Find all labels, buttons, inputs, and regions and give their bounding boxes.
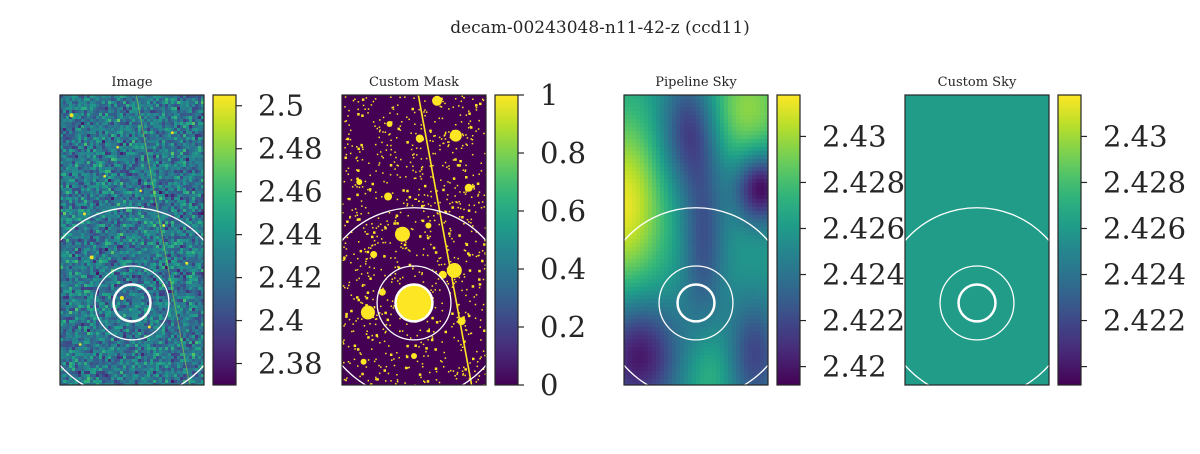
panel-image [319, 95, 509, 398]
colorbar-tick-label: 2.43 [1103, 119, 1168, 153]
colorbar-tick-label: 2.428 [822, 165, 905, 199]
colorbar-tick-label: 0.8 [540, 136, 586, 170]
colorbar-tick-label: 0 [540, 368, 558, 402]
panel-title: Custom Mask [369, 75, 459, 90]
colorbar [777, 95, 800, 385]
panel-title: Image [111, 75, 153, 90]
colorbar [1058, 95, 1081, 385]
colorbar-tick-label: 2.44 [258, 218, 323, 252]
colorbar-tick-label: 2.422 [822, 304, 905, 338]
colorbar-tick-label: 2.42 [822, 350, 887, 384]
colorbar-tick-label: 2.426 [1103, 211, 1186, 245]
colorbar-tick-label: 2.48 [258, 132, 323, 166]
colorbar-tick-label: 2.424 [1103, 258, 1186, 292]
colorbar-tick-label: 2.424 [822, 258, 905, 292]
colorbar-tick-label: 2.426 [822, 211, 905, 245]
panel-1: Custom Mask 0 0.2 0.4 0.6 0.8 1 [319, 75, 586, 402]
colorbar-tick-label: 0.2 [540, 310, 586, 344]
colorbar-tick-label: 0.4 [540, 252, 586, 286]
panel-3: Custom Sky 2.422 2.424 2.426 2.428 2.43 [882, 75, 1186, 398]
figure-title: decam-00243048-n11-42-z (ccd11) [0, 18, 1200, 38]
panel-image [601, 95, 791, 398]
panel-title: Custom Sky [938, 75, 1017, 90]
colorbar-tick-label: 2.42 [258, 261, 323, 295]
colorbar-tick-label: 2.43 [822, 119, 887, 153]
panel-image [37, 95, 227, 398]
panel-0: Image 2.38 2.4 2.42 2.44 2.46 2.48 2.5 [37, 75, 323, 398]
colorbar-tick-label: 2.38 [258, 347, 323, 381]
panel-title: Pipeline Sky [655, 75, 737, 90]
colorbar-tick-label: 2.46 [258, 175, 323, 209]
colorbar [213, 95, 236, 385]
colorbar-tick-label: 2.428 [1103, 165, 1186, 199]
colorbar-tick-label: 0.6 [540, 194, 586, 228]
colorbar-tick-label: 1 [540, 78, 558, 112]
colorbar [495, 95, 518, 385]
colorbar-tick-label: 2.422 [1103, 304, 1186, 338]
panel-image [882, 95, 1072, 398]
colorbar-tick-label: 2.4 [258, 304, 304, 338]
panel-2: Pipeline Sky 2.42 2.422 2.424 2.426 2.428 2.43 [601, 75, 905, 398]
colorbar-tick-label: 2.5 [258, 89, 304, 123]
